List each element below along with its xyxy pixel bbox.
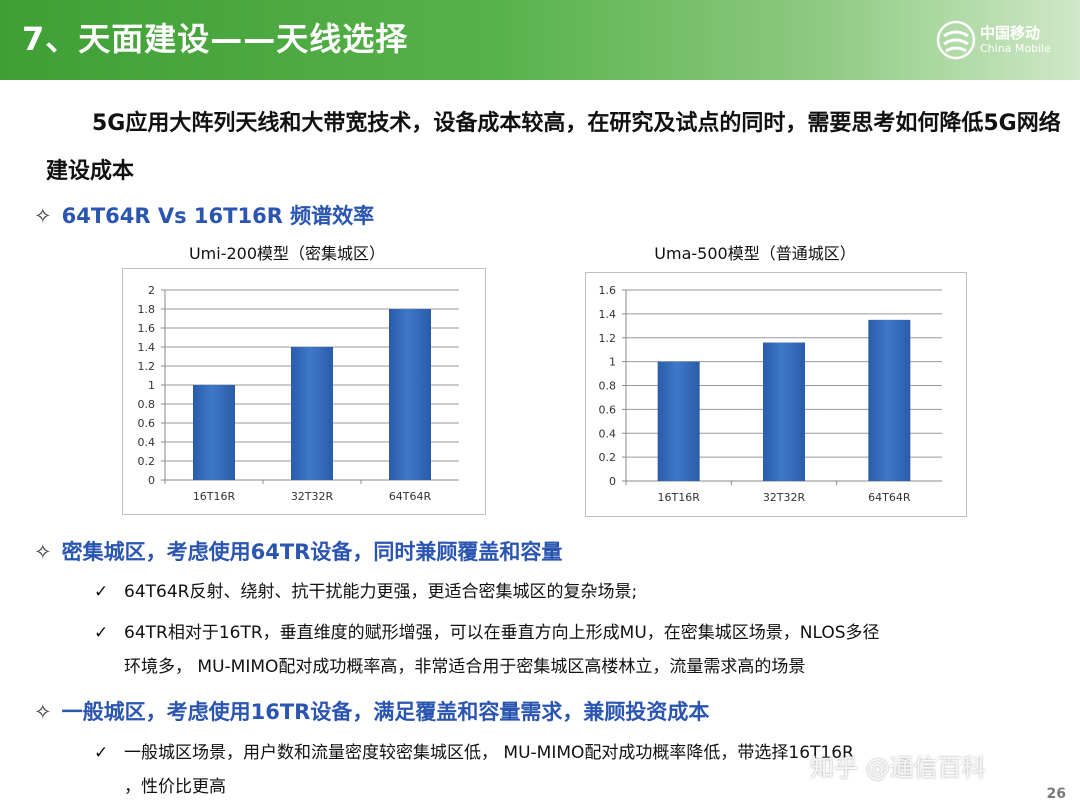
diamond-star-icon: ✧ — [34, 540, 52, 564]
y-tick-label: 1.8 — [138, 303, 156, 316]
y-tick-label: 1.6 — [138, 322, 156, 335]
check-item-3: ✓ 一般城区场景，用户数和流量密度较密集城区低， MU-MIMO配对成功概率降低… — [94, 738, 1064, 804]
checkmark-icon: ✓ — [94, 582, 109, 602]
intro-text: 5G应用大阵列天线和大带宽技术，设备成本较高，在研究及试点的同时，需要思考如何降… — [46, 111, 1061, 184]
diamond-star-icon: ✧ — [34, 204, 52, 228]
bar-64T64R — [389, 309, 431, 480]
chart1-title: Umi-200模型（密集城区） — [188, 244, 386, 263]
x-tick-label: 64T64R — [389, 490, 432, 503]
check-text: 64T64R反射、绕射、抗干扰能力更强，更适合密集城区的复杂场景; — [124, 582, 638, 602]
chart2-title: Uma-500模型（普通城区） — [654, 244, 856, 263]
x-tick-label: 64T64R — [868, 491, 911, 504]
bullet-dense-urban: ✧ 密集城区，考虑使用64TR设备，同时兼顾覆盖和容量 — [34, 536, 562, 566]
check-text-line2: ，性价比更高 — [124, 777, 226, 797]
y-tick-label: 0.6 — [599, 403, 617, 416]
chart2-frame: 0 0.2 0.4 0.6 0.8 1 1.2 1.4 1.6 16T16R 32T32R 64T64… — [585, 272, 967, 517]
x-tick-label: 16T16R — [657, 491, 700, 504]
y-tick-label: 1 — [609, 356, 616, 369]
check-item-1: ✓ 64T64R反射、绕射、抗干扰能力更强，更适合密集城区的复杂场景; — [94, 577, 1064, 607]
y-tick-label: 1.6 — [599, 284, 617, 297]
bar-16T16R — [657, 361, 700, 481]
china-mobile-logo: 中国移动 China Mobile — [936, 16, 1056, 64]
logo-text-cn: 中国移动 — [980, 24, 1041, 42]
y-tick-label: 0 — [148, 474, 155, 487]
bullet-text: 64T64R Vs 16T16R 频谱效率 — [61, 204, 375, 228]
chart1-frame: 0 0.2 0.4 0.6 0.8 1 1.2 1.4 1.6 1.8 2 16T16R 32T32R 6… — [122, 268, 486, 515]
bar-32T32R — [763, 342, 805, 481]
y-tick-label: 0.6 — [138, 417, 156, 430]
y-tick-label: 0 — [609, 475, 616, 488]
watermark: 知乎 @通信百科 — [810, 754, 986, 782]
china-mobile-logo-icon — [936, 20, 976, 60]
bullet-text: 密集城区，考虑使用64TR设备，同时兼顾覆盖和容量 — [61, 540, 563, 564]
y-tick-label: 0.4 — [599, 427, 617, 440]
y-tick-label: 0.2 — [138, 455, 156, 468]
checkmark-icon: ✓ — [94, 623, 109, 643]
bar-16T16R — [193, 385, 235, 480]
check-text-line1: 64TR相对于16TR，垂直维度的赋形增强，可以在垂直方向上形成MU，在密集城区… — [124, 623, 880, 643]
bar-64T64R — [868, 319, 911, 481]
diamond-star-icon: ✧ — [34, 700, 52, 724]
bullet-spectrum-efficiency: ✧ 64T64R Vs 16T16R 频谱效率 — [34, 200, 374, 230]
y-tick-label: 0.4 — [138, 436, 156, 449]
y-tick-label: 1 — [148, 379, 155, 392]
y-tick-label: 1.4 — [599, 308, 617, 321]
y-tick-label: 2 — [148, 284, 155, 297]
y-tick-label: 0.8 — [138, 398, 156, 411]
bar-32T32R — [291, 347, 333, 480]
check-text-line1: 一般城区场景，用户数和流量密度较密集城区低， MU-MIMO配对成功概率降低，带… — [124, 743, 854, 763]
y-tick-label: 1.2 — [599, 332, 617, 345]
y-tick-label: 1.4 — [138, 341, 156, 354]
y-tick-label: 1.2 — [138, 360, 156, 373]
y-tick-label: 0.8 — [599, 380, 617, 393]
bullet-text: 一般城区，考虑使用16TR设备，满足覆盖和容量需求，兼顾投资成本 — [61, 700, 710, 724]
bullet-general-urban: ✧ 一般城区，考虑使用16TR设备，满足覆盖和容量需求，兼顾投资成本 — [34, 696, 709, 726]
title-bar: 7、天面建设——天线选择 中国移动 China Mobile — [0, 0, 1080, 80]
y-tick-label: 0.2 — [599, 451, 617, 464]
logo-text-en: China Mobile — [980, 42, 1052, 55]
page-number: 26 — [1046, 786, 1066, 802]
chart2-svg: 0 0.2 0.4 0.6 0.8 1 1.2 1.4 1.6 16T16R 32T32R 64T64… — [599, 284, 942, 504]
x-tick-label: 32T32R — [763, 491, 806, 504]
chart1-svg: 0 0.2 0.4 0.6 0.8 1 1.2 1.4 1.6 1.8 2 16T16R 32T32R 6… — [138, 284, 459, 503]
check-item-2: ✓ 64TR相对于16TR，垂直维度的赋形增强，可以在垂直方向上形成MU，在密集… — [94, 618, 1064, 680]
checkmark-icon: ✓ — [94, 743, 109, 763]
x-tick-label: 32T32R — [291, 490, 334, 503]
slide-title: 7、天面建设——天线选择 — [22, 20, 409, 58]
x-tick-label: 16T16R — [193, 490, 236, 503]
check-text-line2: 环境多， MU-MIMO配对成功概率高，非常适合用于密集城区高楼林立，流量需求高… — [124, 657, 806, 677]
